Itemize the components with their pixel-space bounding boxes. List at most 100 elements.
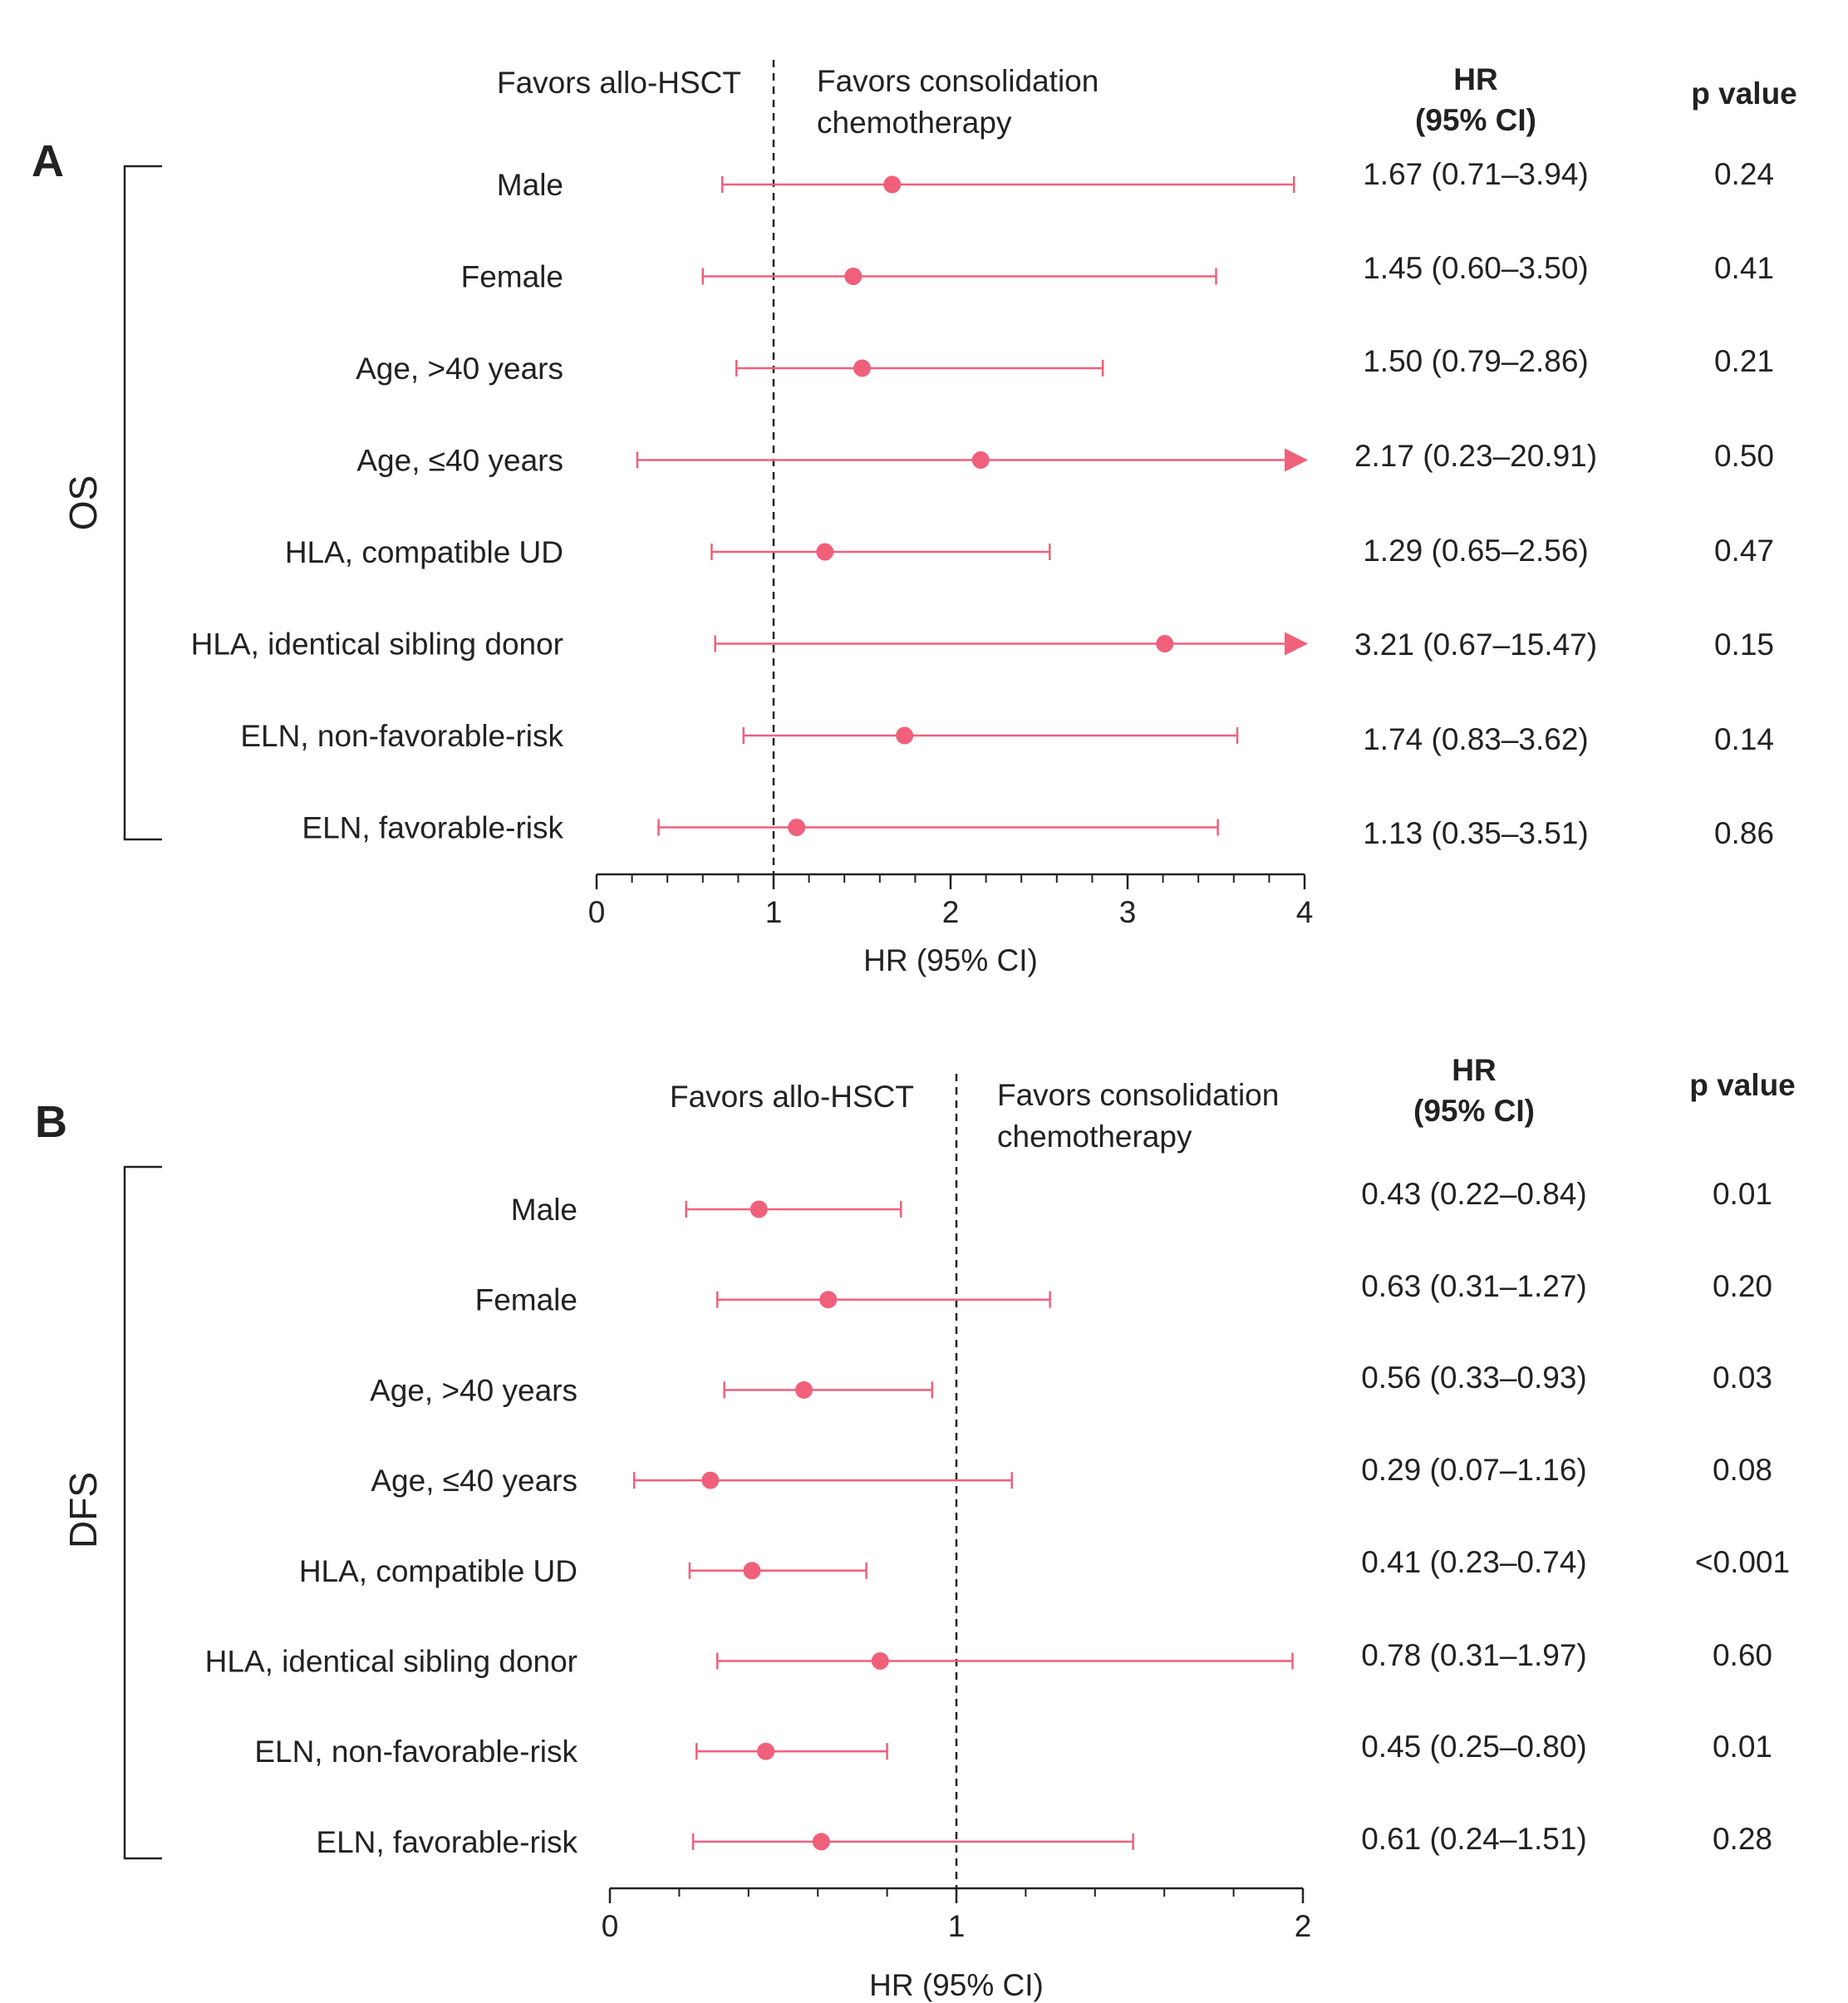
row-label: HLA, compatible UD — [299, 1554, 578, 1588]
row-label: Male — [497, 168, 563, 202]
favors-right-label-line2: chemotherapy — [997, 1120, 1192, 1154]
hr-point — [816, 543, 834, 561]
hr-point — [1156, 635, 1174, 652]
x-axis-title: HR (95% CI) — [869, 1968, 1044, 2002]
favors-right-label-line2: chemotherapy — [817, 106, 1012, 140]
hr-ci-value: 3.21 (0.67–15.47) — [1354, 627, 1597, 662]
hr-column-header: HR — [1453, 62, 1497, 96]
x-tick-label: 4 — [1296, 895, 1314, 929]
x-tick-label: 3 — [1119, 895, 1137, 929]
row-label: Female — [475, 1283, 578, 1317]
hr-point — [750, 1200, 768, 1218]
group-label: DFS — [61, 1472, 105, 1548]
p-value: 0.60 — [1713, 1638, 1772, 1672]
p-value: 0.03 — [1713, 1361, 1772, 1395]
x-tick-label: 0 — [588, 895, 606, 929]
forest-row: Male 0.43 (0.22–0.84) 0.01 — [511, 1177, 1772, 1227]
p-value: 0.14 — [1714, 722, 1774, 756]
hr-ci-value: 2.17 (0.23–20.91) — [1354, 439, 1597, 473]
row-label: Female — [461, 260, 563, 294]
group-bracket — [123, 1165, 162, 1860]
hr-ci-value: 0.56 (0.33–0.93) — [1361, 1361, 1587, 1395]
row-label: ELN, non-favorable-risk — [254, 1735, 578, 1769]
hr-point — [788, 819, 806, 836]
hr-point — [743, 1562, 761, 1580]
panel-label: A — [32, 136, 64, 186]
hr-point — [795, 1380, 813, 1399]
p-value: 0.01 — [1713, 1177, 1772, 1211]
p-value: 0.08 — [1713, 1453, 1772, 1487]
hr-ci-value: 1.67 (0.71–3.94) — [1363, 157, 1589, 191]
hr-point — [812, 1833, 830, 1851]
row-label: HLA, identical sibling donor — [191, 627, 563, 662]
favors-left-label: Favors allo-HSCT — [497, 66, 741, 100]
forest-row: Age, >40 years 1.50 (0.79–2.86) 0.21 — [356, 344, 1774, 386]
ci-overflow-arrow — [1285, 448, 1308, 472]
forest-row: HLA, identical sibling donor 3.21 (0.67–1… — [191, 627, 1774, 662]
hr-ci-value: 0.29 (0.07–1.16) — [1361, 1453, 1587, 1487]
x-tick-label: 0 — [602, 1909, 619, 1943]
row-label: Age, ≤40 years — [371, 1464, 578, 1498]
forest-row: HLA, identical sibling donor 0.78 (0.31–1… — [205, 1638, 1772, 1679]
p-value: 0.21 — [1714, 344, 1774, 378]
x-tick-label: 2 — [1295, 1909, 1312, 1943]
x-axis-title: HR (95% CI) — [863, 943, 1038, 977]
p-value-column-header: p value — [1691, 76, 1797, 111]
panel-label: B — [35, 1097, 67, 1147]
hr-column-header-ci: (95% CI) — [1415, 103, 1536, 137]
hr-column-header-ci: (95% CI) — [1413, 1094, 1535, 1128]
hr-point — [844, 268, 863, 285]
forest-row: Age, ≤40 years 0.29 (0.07–1.16) 0.08 — [371, 1453, 1772, 1498]
row-label: ELN, favorable-risk — [316, 1825, 578, 1859]
hr-ci-value: 1.29 (0.65–2.56) — [1363, 534, 1589, 568]
hr-ci-value: 0.43 (0.22–0.84) — [1361, 1177, 1587, 1211]
hr-point — [971, 451, 990, 469]
p-value: 0.41 — [1714, 251, 1774, 285]
hr-ci-value: 0.41 (0.23–0.74) — [1361, 1545, 1587, 1579]
p-value-column-header: p value — [1689, 1068, 1796, 1102]
hr-ci-value: 0.45 (0.25–0.80) — [1361, 1730, 1587, 1764]
p-value: 0.20 — [1713, 1269, 1772, 1303]
row-label: Age, >40 years — [370, 1373, 578, 1407]
hr-point — [896, 726, 914, 745]
hr-ci-value: 1.50 (0.79–2.86) — [1363, 344, 1589, 378]
forest-row: Male 1.67 (0.71–3.94) 0.24 — [497, 157, 1774, 202]
x-tick-label: 2 — [942, 895, 960, 929]
forest-row: ELN, favorable-risk 0.61 (0.24–1.51) 0.28 — [316, 1822, 1772, 1859]
hr-point — [871, 1652, 889, 1670]
hr-ci-value: 0.61 (0.24–1.51) — [1361, 1822, 1587, 1856]
p-value: 0.15 — [1714, 627, 1774, 662]
hr-point — [883, 175, 902, 194]
row-label: Male — [511, 1193, 578, 1227]
p-value: 0.01 — [1713, 1730, 1772, 1764]
p-value: 0.24 — [1714, 157, 1774, 191]
p-value: 0.50 — [1714, 439, 1774, 473]
hr-point — [701, 1471, 720, 1489]
forest-row: ELN, favorable-risk 1.13 (0.35–3.51) 0.86 — [302, 811, 1774, 851]
forest-row: ELN, non-favorable-risk 1.74 (0.83–3.62) 0… — [240, 719, 1774, 756]
hr-ci-value: 0.78 (0.31–1.97) — [1361, 1638, 1587, 1672]
hr-point — [853, 359, 871, 377]
row-label: HLA, compatible UD — [285, 535, 563, 569]
row-label: Age, ≤40 years — [356, 444, 563, 478]
hr-point — [757, 1742, 775, 1760]
forest-row: HLA, compatible UD 0.41 (0.23–0.74) <0.001 — [299, 1545, 1790, 1588]
row-label: HLA, identical sibling donor — [205, 1645, 578, 1679]
x-tick-label: 1 — [765, 895, 783, 929]
forest-row: HLA, compatible UD 1.29 (0.65–2.56) 0.47 — [285, 534, 1774, 569]
row-label: ELN, favorable-risk — [302, 811, 563, 845]
hr-column-header: HR — [1452, 1053, 1496, 1087]
favors-left-label: Favors allo-HSCT — [670, 1080, 914, 1114]
forest-row: Age, >40 years 0.56 (0.33–0.93) 0.03 — [370, 1361, 1772, 1407]
hr-point — [819, 1291, 838, 1309]
group-label: OS — [61, 475, 105, 530]
hr-ci-value: 0.63 (0.31–1.27) — [1361, 1269, 1587, 1303]
hr-ci-value: 1.13 (0.35–3.51) — [1363, 816, 1589, 850]
favors-right-label-line1: Favors consolidation — [817, 64, 1098, 98]
p-value: 0.47 — [1714, 534, 1774, 568]
favors-right-label-line1: Favors consolidation — [997, 1078, 1279, 1112]
hr-ci-value: 1.45 (0.60–3.50) — [1363, 251, 1589, 285]
forest-row: Female 1.45 (0.60–3.50) 0.41 — [461, 251, 1774, 294]
row-label: ELN, non-favorable-risk — [240, 719, 563, 753]
